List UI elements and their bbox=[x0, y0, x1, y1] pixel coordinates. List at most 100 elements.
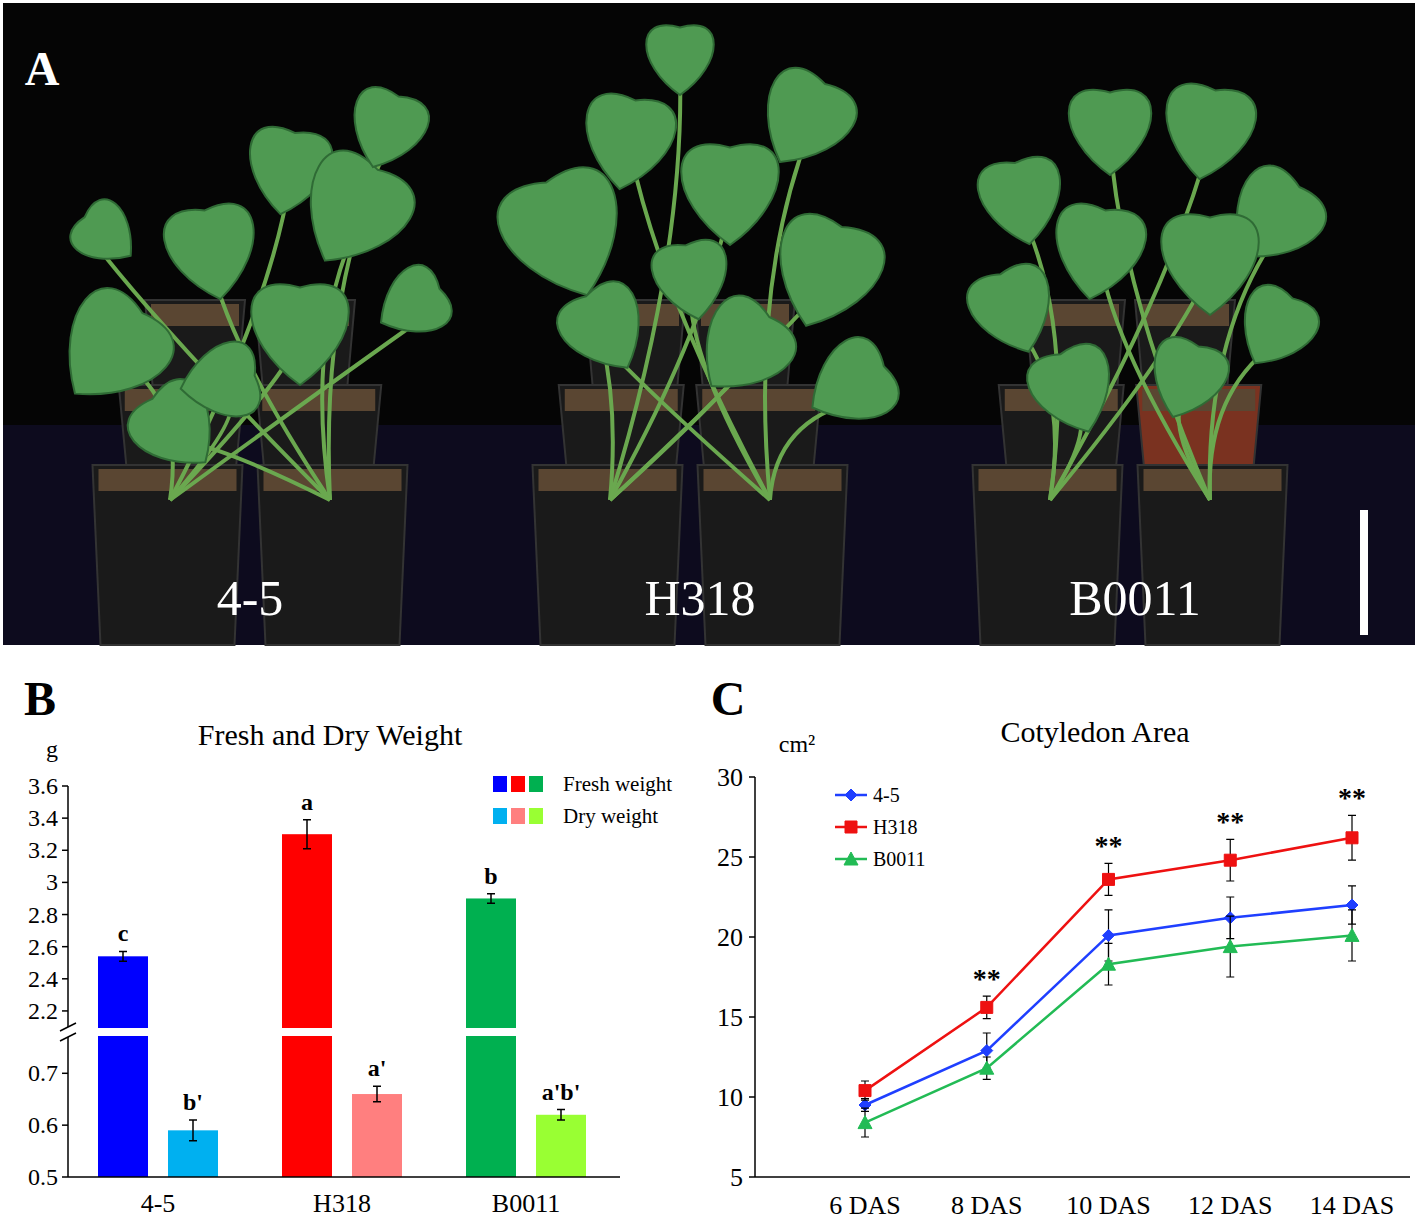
significance-label: a' bbox=[368, 1055, 387, 1081]
plant-label: H318 bbox=[644, 570, 755, 626]
chart-title: Cotyledon Area bbox=[1000, 715, 1189, 748]
marker bbox=[859, 1085, 871, 1097]
error-bar bbox=[373, 1086, 381, 1102]
bars bbox=[98, 820, 586, 1177]
y-tick-label: 10 bbox=[717, 1083, 743, 1112]
legend-swatch bbox=[511, 776, 525, 792]
leaf bbox=[338, 81, 435, 180]
error-bar bbox=[119, 951, 127, 961]
significance-label: ** bbox=[973, 963, 1001, 994]
leaf bbox=[1223, 277, 1327, 382]
legend-swatch bbox=[493, 776, 507, 792]
x-tick-label: 4-5 bbox=[141, 1189, 176, 1218]
y-tick bbox=[749, 856, 755, 858]
marker bbox=[1346, 832, 1358, 844]
y-tick-label: 2.6 bbox=[28, 934, 58, 960]
bar bbox=[352, 1094, 402, 1177]
legend-label: 4-5 bbox=[873, 784, 900, 806]
y-tick bbox=[749, 1016, 755, 1018]
bar bbox=[282, 834, 332, 1177]
y-tick-label: 3.4 bbox=[28, 805, 58, 831]
legend: Fresh weightDry weight bbox=[493, 772, 672, 828]
photo-panel: A4-5H318B0011 bbox=[3, 3, 1415, 645]
leaf bbox=[1021, 337, 1128, 445]
leaf bbox=[646, 25, 714, 95]
figure: A4-5H318B0011BFresh and Dry Weightg0.50.… bbox=[0, 0, 1418, 1226]
marker bbox=[1223, 940, 1237, 953]
legend-marker bbox=[845, 789, 857, 801]
leaf bbox=[961, 257, 1068, 365]
leaf bbox=[1155, 80, 1260, 187]
leaf bbox=[549, 273, 663, 388]
stem bbox=[1050, 140, 1210, 500]
photo-background bbox=[3, 3, 1415, 645]
y-axis bbox=[67, 1037, 69, 1177]
axis-break-gap bbox=[48, 1028, 622, 1036]
y-tick bbox=[749, 1096, 755, 1098]
leaf bbox=[575, 90, 680, 197]
plant-group bbox=[35, 81, 459, 645]
y-tick-label: 2.2 bbox=[28, 998, 58, 1024]
marker bbox=[1103, 929, 1115, 941]
plant-label: B0011 bbox=[1069, 570, 1201, 626]
error-bar bbox=[303, 820, 311, 849]
leaf bbox=[174, 338, 263, 425]
chart-b: BFresh and Dry Weightg0.50.60.72.22.42.6… bbox=[24, 672, 672, 1218]
significance-label: b' bbox=[183, 1089, 203, 1115]
y-tick-label: 0.6 bbox=[28, 1112, 58, 1138]
legend-swatch bbox=[529, 776, 543, 792]
y-tick bbox=[749, 1176, 755, 1178]
series-line bbox=[865, 838, 1352, 1091]
marker bbox=[1103, 873, 1115, 885]
y-tick bbox=[62, 914, 68, 916]
leaf bbox=[1138, 331, 1235, 430]
marker bbox=[858, 1116, 872, 1129]
marker bbox=[1102, 957, 1116, 970]
y-tick bbox=[749, 776, 755, 778]
y-tick bbox=[62, 1124, 68, 1126]
y-tick-label: 5 bbox=[730, 1163, 743, 1192]
plant-label: 4-5 bbox=[217, 570, 284, 626]
leaf bbox=[64, 193, 150, 279]
leaf bbox=[251, 284, 349, 385]
y-tick-label: 0.7 bbox=[28, 1060, 58, 1086]
legend-label: B0011 bbox=[873, 848, 926, 870]
x-tick-label: 14 DAS bbox=[1310, 1191, 1395, 1220]
significance-label: ** bbox=[1216, 806, 1244, 837]
pot bbox=[256, 385, 381, 470]
legend-label: Fresh weight bbox=[563, 772, 672, 796]
y-tick bbox=[62, 882, 68, 884]
x-tick-label: 12 DAS bbox=[1188, 1191, 1273, 1220]
axis-break-mark bbox=[60, 1023, 76, 1041]
legend-label: H318 bbox=[873, 816, 917, 838]
legend-swatch bbox=[493, 808, 507, 824]
y-tick-label: 2.4 bbox=[28, 966, 58, 992]
soil bbox=[99, 469, 237, 491]
bar bbox=[98, 956, 148, 1177]
y-tick bbox=[62, 946, 68, 948]
y-tick-label: 15 bbox=[717, 1003, 743, 1032]
bar bbox=[466, 898, 516, 1177]
y-tick-label: 3.2 bbox=[28, 837, 58, 863]
y-tick bbox=[62, 785, 68, 787]
significance-label: ** bbox=[1095, 830, 1123, 861]
y-tick bbox=[62, 850, 68, 852]
legend-swatch bbox=[511, 808, 525, 824]
marker bbox=[981, 1001, 993, 1013]
leaf bbox=[1045, 200, 1150, 307]
legend-marker bbox=[845, 821, 857, 833]
y-tick-label: 2.8 bbox=[28, 902, 58, 928]
leaf bbox=[364, 258, 458, 351]
x-tick-label: 6 DAS bbox=[829, 1191, 901, 1220]
marker bbox=[1345, 928, 1359, 941]
bar bbox=[536, 1115, 586, 1177]
x-tick-label: B0011 bbox=[492, 1189, 560, 1218]
significance-label: ** bbox=[1338, 782, 1366, 813]
x-tick-label: H318 bbox=[313, 1189, 371, 1218]
leaf bbox=[160, 200, 265, 307]
soil bbox=[979, 469, 1117, 491]
leaf bbox=[1069, 90, 1152, 175]
y-tick bbox=[62, 1073, 68, 1075]
y-axis bbox=[67, 786, 69, 1027]
x-axis bbox=[68, 1176, 620, 1178]
